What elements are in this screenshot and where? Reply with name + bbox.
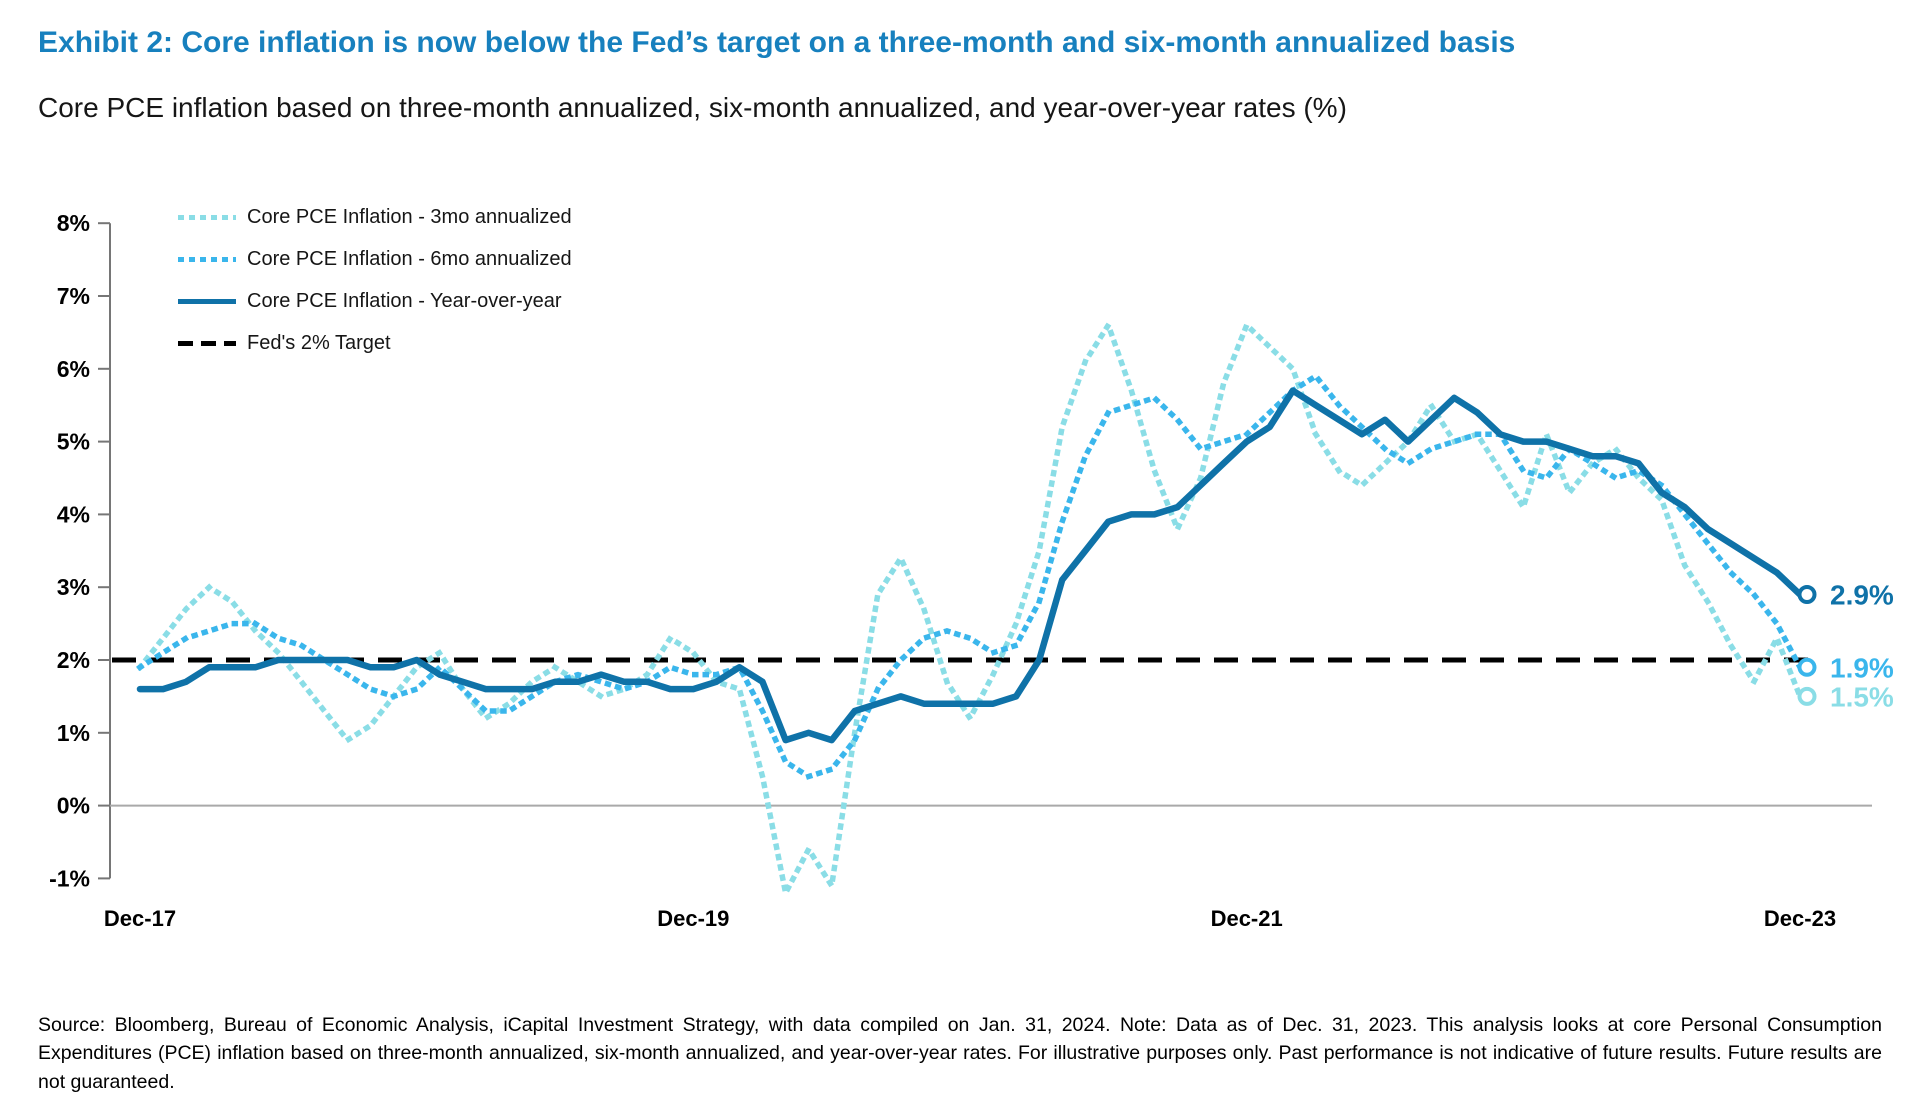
core-pce-inflation-chart: 8% 7% 6% 5% 4% 3% 2% 1% 0% -1% Dec-17 Dec-19 Dec-21 D… (0, 0, 1920, 965)
y-axis-label: -1% (49, 865, 90, 891)
legend-item-yoy: Core PCE Inflation - Year-over-year (178, 289, 572, 314)
source-note: Source: Bloomberg, Bureau of Economic An… (38, 1011, 1882, 1097)
dotted-line-swatch-3mo (178, 215, 236, 220)
y-axis-label: 0% (57, 793, 90, 819)
legend-label-yoy: Core PCE Inflation - Year-over-year (247, 290, 562, 313)
y-axis-label: 2% (57, 647, 90, 673)
series-end-marker-0 (1800, 689, 1815, 704)
legend-label-3mo: Core PCE Inflation - 3mo annualized (247, 206, 572, 229)
solid-line-swatch-yoy (178, 299, 236, 304)
legend-item-fed-target: Fed's 2% Target (178, 331, 572, 356)
legend-label-6mo: Core PCE Inflation - 6mo annualized (247, 248, 572, 271)
legend-item-6mo: Core PCE Inflation - 6mo annualized (178, 247, 572, 272)
y-axis-label: 3% (57, 574, 90, 600)
chart-legend: Core PCE Inflation - 3mo annualized Core… (178, 205, 572, 356)
dashed-line-swatch-target (178, 341, 236, 346)
x-axis-label: Dec-23 (1764, 906, 1836, 931)
series-line-0 (140, 325, 1800, 893)
x-axis-label: Dec-21 (1211, 906, 1283, 931)
series-end-label-2: 2.9% (1830, 579, 1894, 610)
legend-label-fed-target: Fed's 2% Target (247, 332, 391, 355)
dotted-line-swatch-6mo (178, 257, 236, 262)
y-axis-label: 1% (57, 720, 90, 746)
y-axis-label: 4% (57, 501, 90, 527)
series-end-label-1: 1.9% (1830, 652, 1894, 683)
y-axis-label: 6% (57, 356, 90, 382)
x-axis-label: Dec-17 (104, 906, 176, 931)
y-axis-label: 8% (57, 210, 90, 236)
y-axis-label: 5% (57, 429, 90, 455)
legend-item-3mo: Core PCE Inflation - 3mo annualized (178, 205, 572, 230)
series-end-marker-1 (1800, 660, 1815, 675)
series-end-label-0: 1.5% (1830, 681, 1894, 712)
series-line-2 (140, 391, 1800, 740)
series-end-marker-2 (1800, 587, 1815, 602)
x-axis-label: Dec-19 (657, 906, 729, 931)
y-axis-label: 7% (57, 283, 90, 309)
